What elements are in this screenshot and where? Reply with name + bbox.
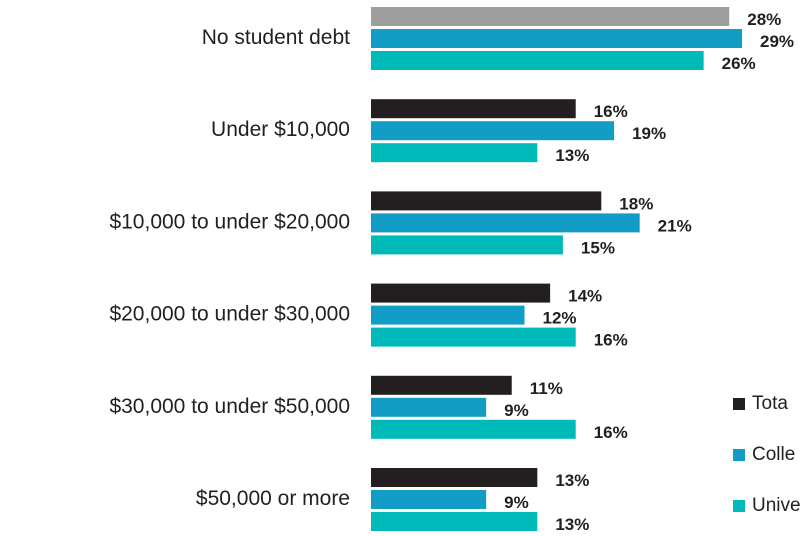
value-label: 16% xyxy=(594,331,628,350)
bar xyxy=(371,99,576,119)
value-label: 28% xyxy=(747,10,781,29)
value-label: 12% xyxy=(543,309,577,328)
value-label: 13% xyxy=(555,471,589,490)
legend-swatch xyxy=(733,500,745,512)
bar xyxy=(371,305,525,325)
bar xyxy=(371,327,576,347)
bar xyxy=(371,468,538,487)
legend-label: Tota xyxy=(752,393,788,414)
bar xyxy=(371,235,563,255)
value-label: 16% xyxy=(594,423,628,442)
bar xyxy=(371,121,615,141)
bar xyxy=(371,51,704,70)
value-label: 14% xyxy=(568,287,602,306)
legend-swatch xyxy=(733,398,745,410)
category-label: No student debt xyxy=(202,26,350,49)
value-label: 13% xyxy=(555,146,589,165)
bar xyxy=(371,143,538,163)
value-label: 29% xyxy=(760,32,794,51)
legend-swatch xyxy=(733,449,745,461)
value-label: 21% xyxy=(658,216,692,235)
value-label: 15% xyxy=(581,238,615,257)
category-label: $30,000 to under $50,000 xyxy=(109,395,350,418)
value-label: 13% xyxy=(555,515,589,531)
category-label: $20,000 to under $30,000 xyxy=(109,303,350,326)
value-label: 11% xyxy=(530,379,563,398)
category-label: Under $10,000 xyxy=(211,118,350,141)
category-label: $10,000 to under $20,000 xyxy=(109,210,350,233)
value-label: 19% xyxy=(632,124,666,143)
bar xyxy=(371,283,551,303)
bar xyxy=(371,375,512,395)
legend-label: Colle xyxy=(752,444,795,465)
bar xyxy=(371,29,743,48)
value-label: 26% xyxy=(722,54,756,73)
category-label: $50,000 or more xyxy=(196,487,350,510)
value-label: 16% xyxy=(594,102,628,121)
bar xyxy=(371,512,538,531)
value-label: 9% xyxy=(504,401,529,420)
value-label: 18% xyxy=(619,194,653,213)
bar xyxy=(371,7,730,26)
bar xyxy=(371,490,487,509)
bar xyxy=(371,397,487,417)
bar xyxy=(371,419,576,439)
bar xyxy=(371,213,640,233)
value-label: 9% xyxy=(504,493,529,512)
bar xyxy=(371,191,602,211)
legend-label: Unive xyxy=(752,495,801,516)
